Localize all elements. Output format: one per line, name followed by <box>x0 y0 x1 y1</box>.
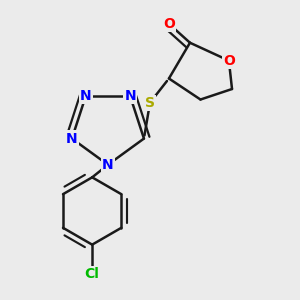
Text: O: O <box>163 17 175 31</box>
Text: S: S <box>145 96 155 110</box>
Text: N: N <box>102 158 114 172</box>
Text: N: N <box>66 132 78 145</box>
Text: Cl: Cl <box>85 267 100 281</box>
Text: N: N <box>80 89 92 103</box>
Text: O: O <box>223 54 235 68</box>
Text: N: N <box>124 89 136 103</box>
